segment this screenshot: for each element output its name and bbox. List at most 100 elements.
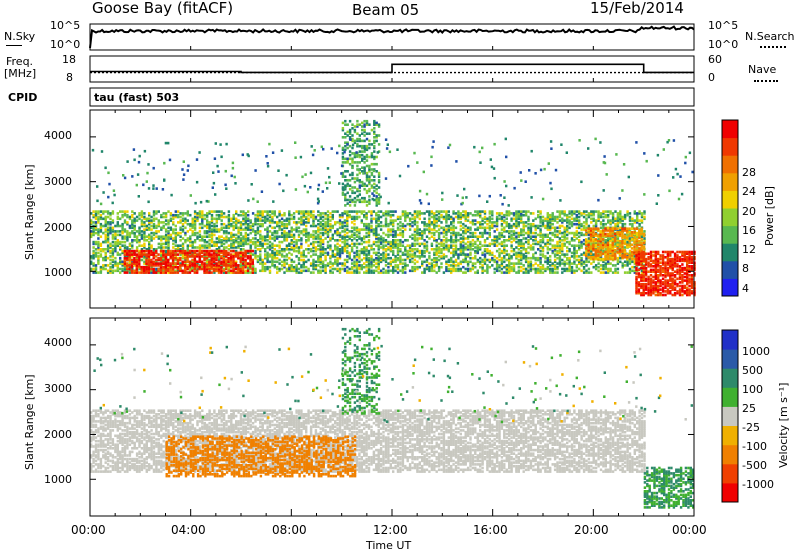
data-cell <box>191 240 194 244</box>
data-cell <box>582 221 586 224</box>
data-cell <box>128 253 131 256</box>
data-cell <box>162 237 165 240</box>
data-cell <box>416 226 419 230</box>
data-cell <box>546 213 549 217</box>
data-cell <box>283 212 286 215</box>
data-cell <box>604 222 607 226</box>
data-cell <box>469 246 472 249</box>
data-cell <box>430 267 434 271</box>
data-cell <box>493 237 496 240</box>
data-cell <box>589 227 593 230</box>
data-cell <box>145 271 148 274</box>
data-cell <box>321 248 325 251</box>
data-cell <box>321 242 325 246</box>
data-cell <box>396 222 400 226</box>
data-cell <box>392 228 395 231</box>
data-cell <box>198 258 201 262</box>
data-cell <box>251 253 255 256</box>
data-cell <box>324 265 327 269</box>
data-cell <box>220 269 223 273</box>
data-cell <box>592 213 595 217</box>
data-cell <box>466 262 470 265</box>
data-cell <box>234 262 238 265</box>
data-cell <box>481 217 484 221</box>
data-cell <box>334 267 337 271</box>
data-cell <box>222 222 226 226</box>
data-cell <box>241 271 245 274</box>
data-cell <box>321 249 325 253</box>
data-cell <box>116 253 119 256</box>
data-cell <box>237 246 240 249</box>
data-cell <box>447 248 450 251</box>
data-cell <box>285 222 289 226</box>
data-cell <box>241 258 245 262</box>
data-cell <box>365 248 368 251</box>
data-cell <box>143 221 146 224</box>
data-cell <box>148 226 151 230</box>
data-cell <box>121 267 124 271</box>
data-cell <box>619 256 622 260</box>
data-cell <box>324 248 327 251</box>
data-cell <box>242 219 245 222</box>
data-cell <box>602 264 605 267</box>
data-cell <box>580 233 583 237</box>
data-cell <box>440 249 443 253</box>
data-cell <box>578 210 581 213</box>
data-cell <box>520 219 523 222</box>
data-cell <box>575 233 578 237</box>
data-cell <box>621 264 624 267</box>
data-cell <box>220 264 223 267</box>
data-cell <box>266 265 269 269</box>
data-cell <box>580 231 583 235</box>
data-cell <box>539 228 542 231</box>
data-cell <box>464 271 467 274</box>
data-cell <box>104 219 107 222</box>
data-cell <box>498 255 501 258</box>
data-cell <box>520 231 523 235</box>
data-cell <box>539 212 542 215</box>
data-cell <box>278 269 281 273</box>
data-cell <box>188 255 192 258</box>
data-cell <box>288 230 291 233</box>
data-cell <box>421 235 424 238</box>
data-cell <box>196 269 199 273</box>
data-cell <box>534 269 537 273</box>
data-cell <box>401 244 405 247</box>
data-cell <box>235 240 238 244</box>
data-cell <box>474 240 477 244</box>
data-cell <box>365 222 368 226</box>
data-cell <box>188 251 192 255</box>
data-cell <box>128 215 132 219</box>
data-cell <box>220 213 223 217</box>
data-cell <box>382 258 385 262</box>
data-cell <box>459 262 462 265</box>
data-cell <box>619 260 622 264</box>
data-cell <box>370 262 373 265</box>
data-cell <box>179 253 182 256</box>
data-cell <box>464 230 467 233</box>
data-cell <box>488 231 491 235</box>
data-cell <box>483 210 487 213</box>
data-cell <box>312 210 315 213</box>
data-cell <box>109 255 112 258</box>
data-cell <box>259 210 262 213</box>
data-cell <box>171 262 175 265</box>
data-cell <box>563 233 566 237</box>
data-cell <box>244 228 247 231</box>
data-cell <box>259 255 262 258</box>
data-cell <box>607 226 610 230</box>
data-cell <box>483 253 487 256</box>
data-cell <box>167 264 170 267</box>
data-cell <box>232 213 235 217</box>
data-cell <box>343 235 347 238</box>
data-cell <box>334 246 337 249</box>
data-cell <box>619 210 622 213</box>
data-cell <box>375 244 378 247</box>
data-cell <box>616 215 620 219</box>
data-cell <box>94 231 98 235</box>
data-cell <box>512 233 516 237</box>
data-cell <box>408 260 412 264</box>
data-cell <box>363 249 366 253</box>
data-cell <box>495 262 499 265</box>
data-cell <box>435 224 438 228</box>
